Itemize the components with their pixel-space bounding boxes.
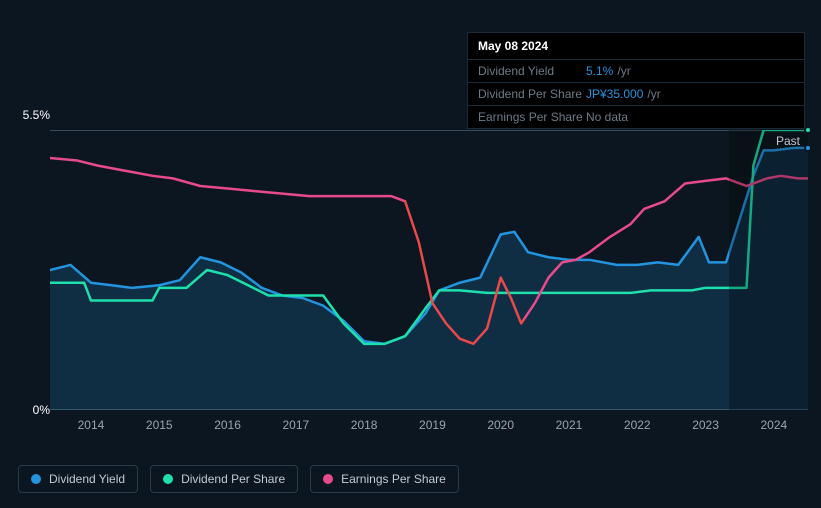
series-end-marker	[804, 144, 812, 152]
tooltip-row-unit: /yr	[647, 87, 660, 101]
xtick-label: 2020	[487, 418, 514, 432]
tooltip-row: Dividend Per ShareJP¥35.000/yr	[468, 83, 804, 106]
legend-dot	[323, 474, 333, 484]
xtick-label: 2023	[692, 418, 719, 432]
xtick-label: 2017	[282, 418, 309, 432]
series-end-marker	[804, 126, 812, 134]
chart-area: 5.5% 0% Past 2014 2015 2016 2017 2018 2019 202…	[0, 110, 821, 460]
xtick-label: 2021	[556, 418, 583, 432]
xtick-label: 2024	[760, 418, 787, 432]
xtick-label: 2022	[624, 418, 651, 432]
past-label: Past	[776, 134, 800, 148]
legend-item-earnings-per-share[interactable]: Earnings Per Share	[310, 465, 459, 493]
legend-item-dividend-yield[interactable]: Dividend Yield	[18, 465, 138, 493]
xtick-label: 2014	[78, 418, 105, 432]
plot-region[interactable]: Past	[50, 130, 808, 410]
legend-item-label: Earnings Per Share	[341, 472, 446, 486]
legend-item-label: Dividend Per Share	[181, 472, 285, 486]
tooltip-row: Dividend Yield5.1% /yr	[468, 60, 804, 83]
tooltip-row-value: 5.1%	[586, 64, 613, 78]
legend-item-dividend-per-share[interactable]: Dividend Per Share	[150, 465, 298, 493]
tooltip-date: May 08 2024	[468, 33, 804, 60]
ytick-top: 5.5%	[20, 108, 50, 122]
tooltip-row-value: JP¥35.000	[586, 87, 643, 101]
legend: Dividend Yield Dividend Per Share Earnings…	[18, 465, 459, 493]
legend-dot	[31, 474, 41, 484]
tooltip-row-unit: /yr	[617, 64, 630, 78]
tooltip-row-label: Dividend Per Share	[478, 87, 586, 101]
legend-item-label: Dividend Yield	[49, 472, 125, 486]
x-axis: 2014 2015 2016 2017 2018 2019 2020 2021 2022 2023…	[50, 418, 808, 438]
legend-dot	[163, 474, 173, 484]
xtick-label: 2018	[351, 418, 378, 432]
ytick-bottom: 0%	[20, 403, 50, 417]
xtick-label: 2019	[419, 418, 446, 432]
tooltip-row-label: Dividend Yield	[478, 64, 586, 78]
xtick-label: 2015	[146, 418, 173, 432]
xtick-label: 2016	[214, 418, 241, 432]
